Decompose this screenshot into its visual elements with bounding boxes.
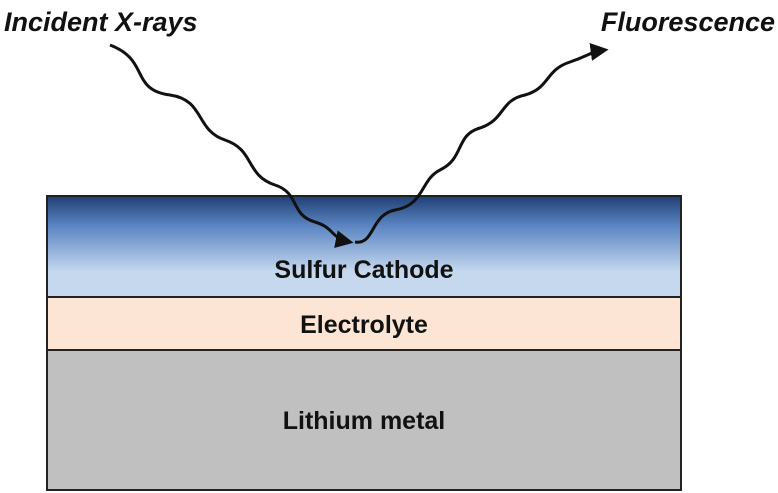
- lithium-metal-layer: [46, 349, 682, 491]
- sulfur-cathode-label: Sulfur Cathode: [274, 256, 453, 284]
- electrolyte-label: Electrolyte: [300, 311, 428, 339]
- lithium-metal-label: Lithium metal: [283, 407, 446, 435]
- incident-xray-arrow: [109, 43, 354, 248]
- sulfur-cathode-layer: [46, 195, 682, 298]
- electrolyte-layer: [46, 296, 682, 351]
- incident-xrays-label: Incident X-rays: [4, 7, 198, 37]
- fluorescence-arrow: [354, 42, 609, 244]
- fluorescence-label: Fluorescence: [601, 7, 775, 37]
